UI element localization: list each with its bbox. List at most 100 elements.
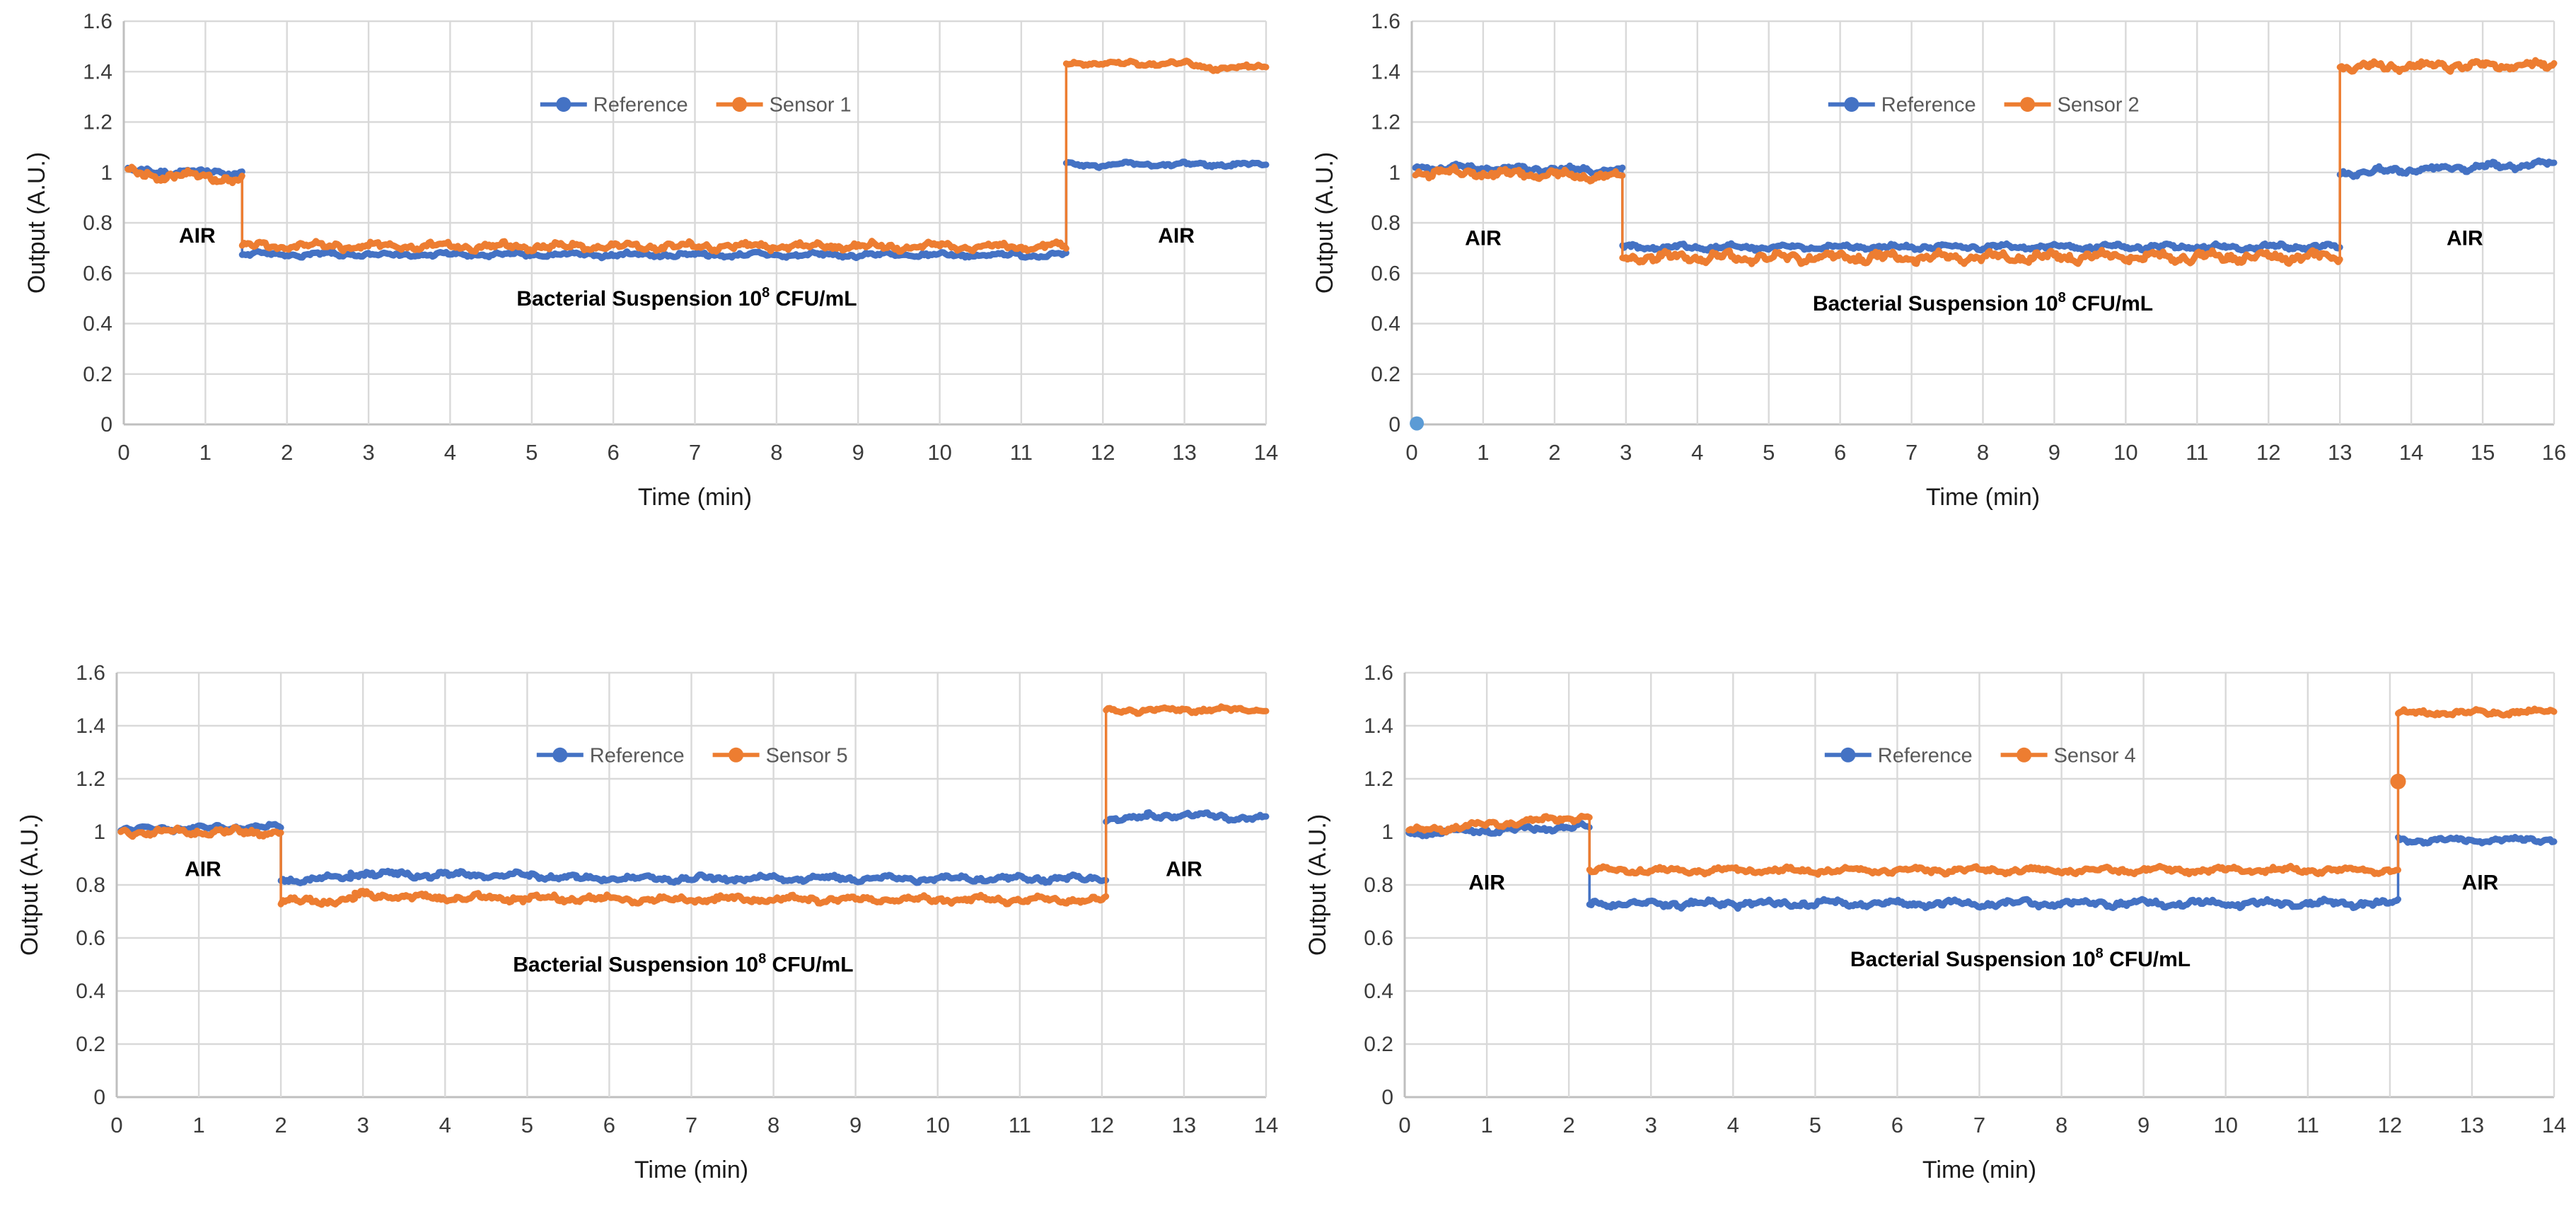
air-annotation: AIR [1465,226,1502,250]
x-tick-label: 2 [1562,1113,1574,1137]
x-tick-label: 8 [767,1113,779,1137]
legend-item-sensor-1: Sensor 1 [716,94,852,117]
series-band [393,868,580,883]
legend-label: Sensor 4 [2054,744,2136,767]
x-axis-title: Time (min) [634,1157,748,1183]
x-tick-label: 4 [439,1113,451,1137]
y-tick-label: 1 [93,821,105,844]
series-sensor-5 [117,703,1270,908]
x-tick-label: 12 [1091,440,1115,465]
y-tick-label: 0.6 [76,927,105,950]
y-axis-title: Output (A.U.) [1311,152,1338,294]
bacterial-suspension-annotation: Bacterial Suspension 108 CFU/mL [513,951,853,977]
x-tick-label: 9 [849,1113,861,1137]
x-tick-label: 1 [1480,1113,1492,1137]
x-tick-label: 8 [770,440,782,465]
y-tick-label: 0.4 [83,313,112,336]
y-tick-label: 0.8 [1364,874,1393,897]
x-tick-label: 11 [1010,440,1033,465]
legend-marker-dot [729,747,744,763]
gridlines [1410,20,2555,426]
chart-sensor-4: Reference Sensor 4 AIR AIR Bacterial Suspens… [1288,606,2576,1211]
chart-sensor-1: Reference Sensor 1 AIR AIR Bacterial Suspens… [0,0,1288,606]
series-band [124,163,245,187]
legend-label: Sensor 2 [2058,94,2140,117]
x-tick-labels: 0 1 2 3 4 5 6 7 8 9 10 11 12 13 14 [1398,1113,2566,1137]
series-band [2395,833,2558,847]
x-tick-label: 16 [2542,440,2566,465]
y-tick-label: 1 [1388,161,1400,185]
outlier-point [1410,416,1425,431]
air-annotation: AIR [1468,871,1505,894]
x-tick-label: 9 [852,440,864,465]
x-tick-label: 5 [526,440,538,465]
series-sensor-4 [1405,705,2558,878]
air-annotation: AIR [185,858,221,881]
outlier-point [2390,773,2406,789]
x-tick-label: 12 [2378,1113,2402,1137]
series-band [277,894,359,908]
series-band [1405,820,1593,840]
legend-item-sensor-2: Sensor 2 [2004,94,2140,117]
series-sensor-1 [124,57,1270,255]
series-band [1586,896,2401,912]
air-annotation: AIR [179,224,216,248]
series-band [238,238,1069,255]
series-band [1619,240,2343,254]
x-tick-label: 1 [1477,440,1489,465]
x-tick-label: 5 [1763,440,1775,465]
series-band [573,871,1110,886]
legend-item-reference: Reference [1824,744,1973,767]
series-band [2395,705,2558,719]
y-tick-label: 1 [100,161,112,185]
legend-marker-dot [556,97,572,112]
series-band [1586,862,2401,878]
y-tick-label: 1.6 [76,661,105,685]
y-tick-label: 0.2 [1371,363,1400,386]
y-tick-labels: 0 0.2 0.4 0.6 0.8 1 1.2 1.4 1.6 [1364,661,1393,1109]
x-tick-label: 7 [1973,1113,1985,1137]
series-band [117,824,284,840]
legend-label: Reference [1878,744,1973,767]
x-tick-label: 0 [1398,1113,1410,1137]
x-tick-label: 0 [117,440,129,465]
series-band [400,890,605,905]
x-tick-label: 15 [2471,440,2495,465]
x-tick-label: 4 [1727,1113,1739,1137]
y-tick-label: 0 [100,413,112,436]
x-tick-label: 6 [603,1113,615,1137]
bacterial-suspension-annotation: Bacterial Suspension 108 CFU/mL [516,285,857,311]
series-band [1144,809,1229,822]
x-tick-label: 3 [362,440,374,465]
legend-label: Sensor 1 [770,94,852,117]
legend: Reference Sensor 1 [540,94,852,117]
y-tick-label: 1.4 [83,60,112,83]
y-tick-label: 1.2 [1371,111,1400,134]
y-tick-label: 1.4 [76,714,105,738]
x-tick-label: 3 [357,1113,369,1137]
x-tick-label: 0 [110,1113,122,1137]
x-tick-label: 11 [1009,1113,1031,1137]
x-tick-label: 13 [2460,1113,2484,1137]
x-tick-labels: 0 1 2 3 4 5 6 7 8 9 10 11 12 13 14 [117,440,1278,465]
x-tick-label: 1 [192,1113,204,1137]
chart-background [0,606,1288,1211]
air-annotation: AIR [1158,224,1195,248]
series-band [2336,57,2558,75]
legend-item-sensor-4: Sensor 4 [2000,744,2136,767]
x-tick-label: 2 [281,440,293,465]
series-band [1218,61,1270,72]
x-tick-label: 10 [2113,440,2137,465]
legend-label: Reference [1881,94,1976,117]
x-tick-label: 5 [521,1113,533,1137]
air-annotation: AIR [1166,858,1202,881]
x-tick-labels: 0 1 2 3 4 5 6 7 8 9 10 11 12 13 14 [110,1113,1278,1137]
y-tick-label: 0.2 [1364,1033,1393,1056]
y-tick-label: 0.4 [1371,313,1400,336]
x-tick-label: 6 [607,440,619,465]
series-band [352,888,407,903]
x-tick-label: 12 [2256,440,2280,465]
legend-marker-dot [1840,747,1856,763]
x-tick-label: 2 [1548,440,1560,465]
